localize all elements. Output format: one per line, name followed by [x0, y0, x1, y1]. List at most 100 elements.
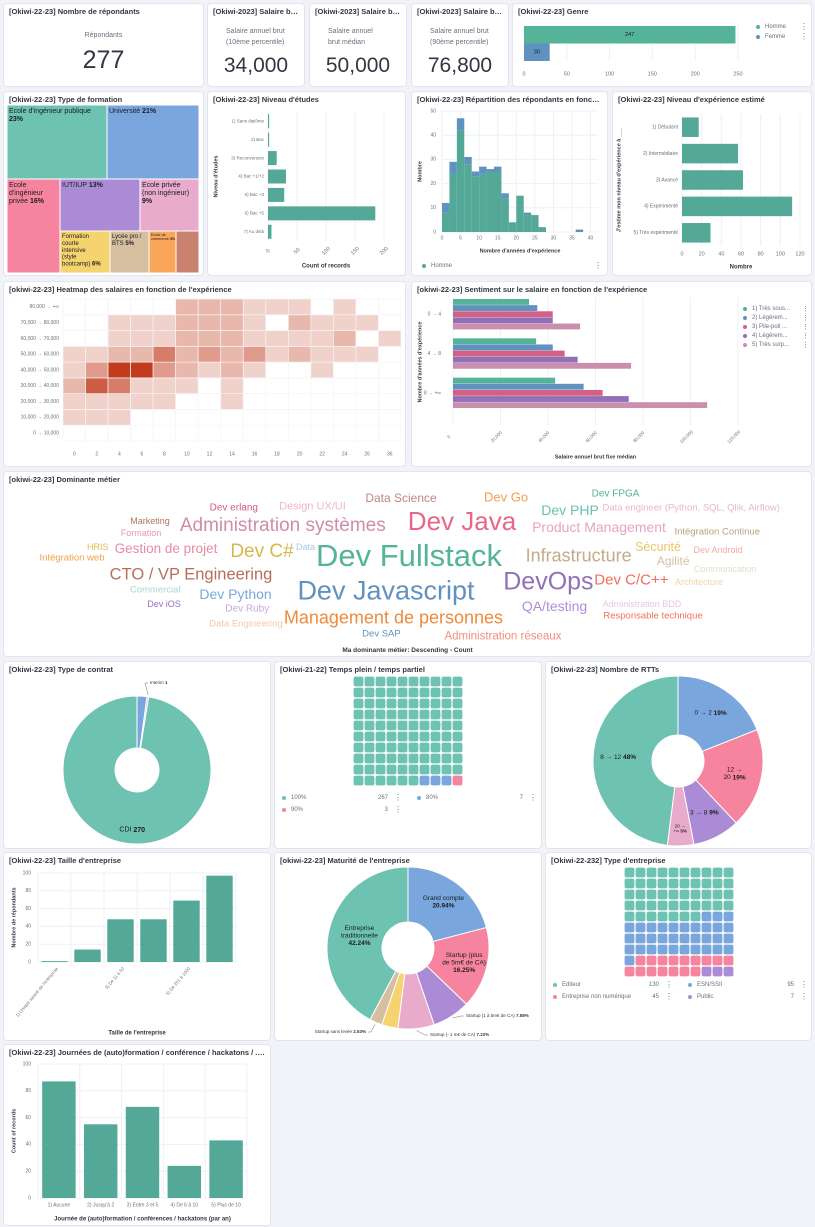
word-marketing[interactable]: Marketing — [130, 515, 170, 526]
word-dev-android[interactable]: Dev Android — [693, 544, 743, 555]
legend-item[interactable]: 4) Légèrem... ⋮ — [743, 332, 809, 340]
legend-item[interactable]: 100% 267 ⋮ — [282, 793, 402, 802]
word-dev-python[interactable]: Dev Python — [199, 585, 272, 602]
word-architecture[interactable]: Architecture — [674, 576, 724, 587]
legend-item-femme[interactable]: Femme — [756, 34, 785, 40]
panel-title: [Okiwi-2023] Salaire brut 9... — [417, 7, 503, 16]
word-data-engineering[interactable]: Data Engineering — [209, 618, 283, 630]
legend-dot — [422, 264, 426, 268]
word-hris[interactable]: HRIS — [87, 542, 109, 553]
word-data-engineer-python-sql-qlik-airflow-[interactable]: Data engineer (Python, SQL, Qlik, Airflo… — [602, 502, 780, 514]
word-agilit-[interactable]: Agilité — [656, 554, 690, 569]
vertical-ellipsis-icon[interactable]: ⋮ — [529, 793, 537, 802]
legend-item[interactable]: 2) Légèrem... ⋮ — [743, 314, 809, 322]
legend-dot — [756, 25, 760, 29]
legend-item[interactable]: 90% 3 ⋮ — [282, 805, 402, 814]
legend-item[interactable]: 5) Très surp... ⋮ — [743, 341, 809, 349]
panel-type-contrat: [Okiwi-22-23] Type de contrat — [3, 661, 271, 849]
vertical-ellipsis-icon[interactable]: ⋮ — [800, 32, 808, 41]
word-devops[interactable]: DevOps — [503, 567, 594, 596]
word-data[interactable]: Data — [295, 542, 315, 553]
word-administration-syst-mes[interactable]: Administration systèmes — [179, 514, 386, 536]
legend-item[interactable]: Public 7 ⋮ — [688, 992, 808, 1001]
word-dev-sap[interactable]: Dev SAP — [362, 628, 401, 640]
word-management-de-personnes[interactable]: Management de personnes — [283, 608, 504, 629]
word-administration-bdd[interactable]: Administration BDD — [602, 598, 682, 609]
word-dev-fullstack[interactable]: Dev Fullstack — [315, 538, 503, 574]
word-dev-java[interactable]: Dev Java — [407, 506, 517, 537]
word-dev-ios[interactable]: Dev iOS — [147, 598, 181, 609]
vertical-ellipsis-icon[interactable]: ⋮ — [665, 980, 673, 989]
legend-item[interactable]: 80% 7 ⋮ — [417, 793, 537, 802]
kpi-value: 76,800 — [427, 54, 493, 77]
word-qa-testing[interactable]: QA/testing — [521, 597, 588, 614]
kpi-label: Salaire annuel brut (90ème percentile) — [430, 28, 489, 46]
vertical-ellipsis-icon[interactable]: ⋮ — [802, 333, 809, 340]
kpi-label: Salaire annuel brut médian — [328, 28, 373, 46]
panel-title: [Okiwi-22-23] Genre — [518, 7, 589, 16]
vertical-ellipsis-icon[interactable]: ⋮ — [665, 992, 673, 1001]
vertical-ellipsis-icon[interactable]: ⋮ — [802, 306, 809, 313]
vertical-ellipsis-icon[interactable]: ⋮ — [394, 793, 402, 802]
legend-dot — [417, 795, 421, 800]
word-dev-javascript[interactable]: Dev Javascript — [297, 575, 475, 606]
legend-value: 130 — [648, 981, 659, 988]
legend-item[interactable]: 1) Très sous... ⋮ — [743, 305, 809, 313]
word-product-management[interactable]: Product Management — [532, 518, 666, 535]
panel-title: [Okiwi-22-23] Niveau d'expérience estimé — [618, 95, 765, 104]
vertical-ellipsis-icon[interactable]: ⋮ — [800, 992, 808, 1001]
legend-label: 100% — [291, 794, 307, 801]
vertical-ellipsis-icon[interactable]: ⋮ — [800, 980, 808, 989]
vertical-ellipsis-icon[interactable]: ⋮ — [802, 315, 809, 322]
word-dev-ruby[interactable]: Dev Ruby — [225, 603, 270, 615]
panel-title: [Okiwi-2023] Salaire brut ... — [315, 7, 401, 16]
vertical-ellipsis-icon[interactable]: ⋮ — [802, 342, 809, 349]
legend-item[interactable]: Editeur 130 ⋮ — [553, 980, 673, 989]
word-formation[interactable]: Formation — [120, 527, 162, 538]
kpi-value: 277 — [82, 46, 125, 74]
panel-type-formation: [Okiwi-22-23] Type de formation — [3, 91, 204, 276]
kpi-label: Répondants — [84, 32, 123, 39]
word-design-ux-ui[interactable]: Design UX/UI — [279, 500, 346, 513]
legend-dot — [688, 994, 692, 999]
vertical-ellipsis-icon[interactable]: ⋮ — [594, 261, 602, 270]
panel-journees-formation: [Okiwi-22-23] Journées de (auto)formatio… — [3, 1044, 271, 1226]
word-int-gration-continue[interactable]: Intégration Continue — [674, 526, 760, 538]
panel-title: [Okiwi-22-23] Nombre de RTTs — [551, 665, 660, 674]
word-dev-c-[interactable]: Dev C# — [230, 541, 294, 563]
vertical-ellipsis-icon[interactable]: ⋮ — [800, 22, 808, 31]
word-dev-fpga[interactable]: Dev FPGA — [591, 488, 640, 500]
panel-genre: [Okiwi-22-23] Genre Homme Femme ⋮ ⋮ — [512, 3, 812, 87]
word-dev-go[interactable]: Dev Go — [484, 489, 529, 505]
legend-dot — [743, 343, 747, 347]
legend-dot — [743, 325, 747, 329]
word-administration-r-seaux[interactable]: Administration réseaux — [444, 630, 562, 643]
legend-item-homme[interactable]: Homme — [756, 24, 786, 30]
panel-title: [Okiwi-22-23] Nombre de répondants — [9, 7, 140, 16]
word-commercial[interactable]: Commercial — [129, 584, 181, 596]
legend-item[interactable]: 3) Pile-poil ... ⋮ — [743, 323, 809, 331]
word-data-science[interactable]: Data Science — [365, 490, 437, 505]
legend-label: Homme — [765, 24, 787, 30]
vertical-ellipsis-icon[interactable]: ⋮ — [394, 805, 402, 814]
legend-value: 7 — [519, 794, 523, 801]
legend-label: Entreprise non numérique — [562, 993, 632, 1000]
panel-type-entreprise: [Okiwi-22-232] Type d'entreprise Editeur… — [545, 852, 812, 1041]
word-cto-vp-engineering[interactable]: CTO / VP Engineering — [109, 565, 273, 584]
legend-item[interactable]: Entreprise non numérique 45 ⋮ — [553, 992, 673, 1001]
word-int-gration-web[interactable]: Intégration web — [39, 552, 105, 564]
word-responsable-technique[interactable]: Responsable technique — [603, 610, 703, 622]
word-dev-c-c-[interactable]: Dev C/C++ — [594, 571, 669, 589]
legend-label: 3) Pile-poil ... — [752, 324, 788, 330]
word-dev-php[interactable]: Dev PHP — [541, 501, 599, 518]
vertical-ellipsis-icon[interactable]: ⋮ — [802, 324, 809, 331]
word-s-curit-[interactable]: Sécurité — [635, 539, 681, 554]
kpi-value: 34,000 — [223, 54, 289, 77]
legend-item-homme[interactable]: Homme — [422, 263, 452, 269]
word-communication[interactable]: Communication — [693, 563, 757, 574]
legend-value: 7 — [790, 993, 794, 1000]
word-infrastructure[interactable]: Infrastructure — [525, 545, 632, 566]
word-gestion-de-projet[interactable]: Gestion de projet — [114, 541, 218, 557]
legend-item[interactable]: ESN/SSII 95 ⋮ — [688, 980, 808, 989]
word-dev-erlang[interactable]: Dev erlang — [209, 502, 258, 514]
